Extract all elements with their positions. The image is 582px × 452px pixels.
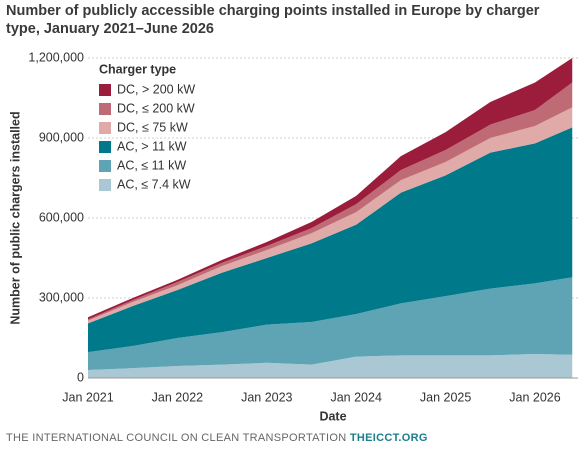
legend-label: DC, ≤ 200 kW	[117, 101, 195, 115]
footer-site: THEICCT.ORG	[349, 432, 428, 444]
x-tick-label: Jan 2022	[152, 390, 203, 404]
legend-label: AC, ≤ 7.4 kW	[117, 177, 191, 191]
legend-label: AC, ≤ 11 kW	[117, 158, 186, 172]
area	[88, 354, 573, 378]
y-axis-label: Number of public chargers installed	[8, 111, 22, 324]
legend-swatch	[99, 122, 111, 134]
x-tick-label: Jan 2024	[330, 390, 381, 404]
legend-swatch	[99, 179, 111, 191]
area	[88, 107, 573, 324]
footer: THE INTERNATIONAL COUNCIL ON CLEAN TRANS…	[6, 432, 428, 444]
chart-title: Number of publicly accessible charging p…	[6, 3, 540, 37]
x-tick-label: Jan 2021	[62, 390, 113, 404]
y-tick-label: 0	[77, 370, 84, 384]
footer-org: THE INTERNATIONAL COUNCIL ON CLEAN TRANS…	[6, 432, 347, 444]
area	[88, 127, 573, 353]
x-tick-label: Jan 2026	[509, 390, 560, 404]
y-tick-label: 300,000	[39, 290, 84, 304]
legend-swatch	[99, 103, 111, 115]
legend-label: DC, > 200 kW	[117, 82, 195, 96]
x-tick-label: Jan 2025	[420, 390, 471, 404]
legend-title: Charger type	[99, 62, 176, 76]
x-axis-label: Date	[319, 409, 346, 423]
y-tick-label: 900,000	[39, 130, 84, 144]
legend-swatch	[99, 141, 111, 153]
y-tick-label: 1,200,000	[28, 50, 84, 64]
area	[88, 277, 573, 370]
y-tick-label: 600,000	[39, 210, 84, 224]
legend-swatch	[99, 160, 111, 172]
chart: 0 300,000 600,000 900,000 1,200,000 Jan 2021 J…	[8, 50, 578, 423]
legend-swatch	[99, 84, 111, 96]
x-tick-label: Jan 2023	[241, 390, 292, 404]
legend-label: AC, > 11 kW	[117, 139, 187, 153]
legend-label: DC, ≤ 75 kW	[117, 120, 188, 134]
